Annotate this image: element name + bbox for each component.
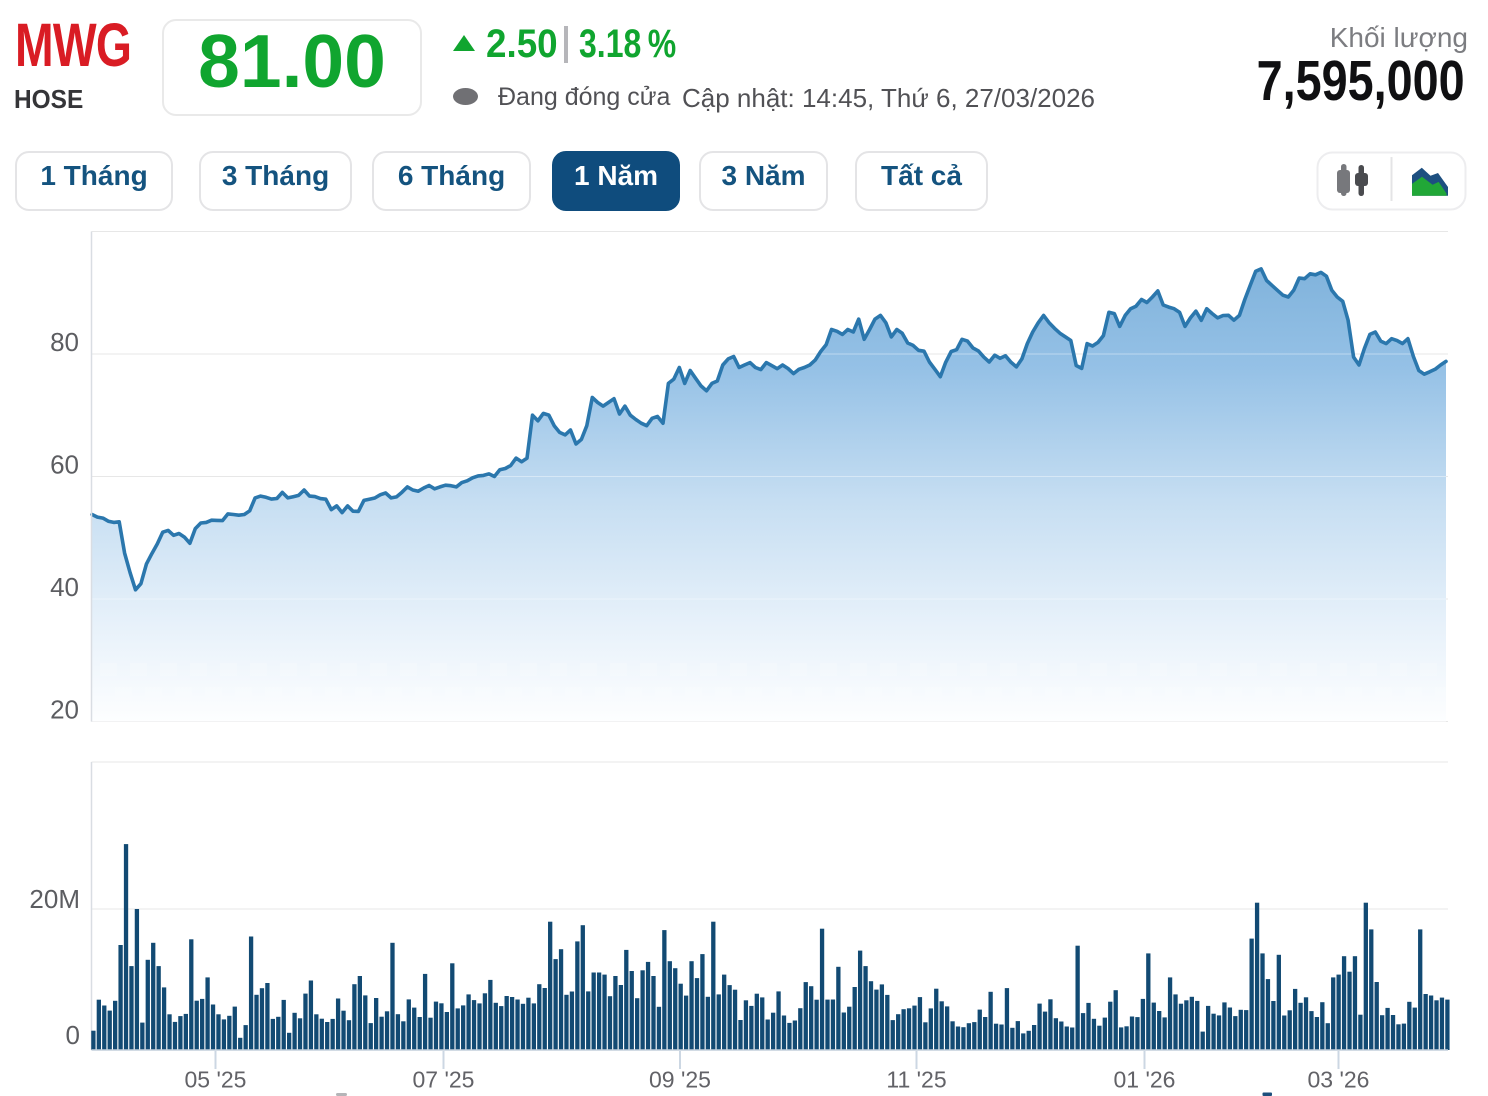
svg-text:01 '26: 01 '26 — [1114, 1067, 1176, 1093]
svg-text:05 '25: 05 '25 — [185, 1067, 247, 1093]
svg-text:09 '25: 09 '25 — [649, 1067, 711, 1093]
svg-text:0: 0 — [66, 1020, 80, 1050]
svg-text:11 '25: 11 '25 — [886, 1067, 946, 1093]
svg-text:03 '26: 03 '26 — [1308, 1067, 1370, 1093]
svg-text:20M: 20M — [29, 884, 80, 914]
svg-text:07 '25: 07 '25 — [413, 1067, 475, 1093]
svg-text:40: 40 — [50, 572, 79, 602]
svg-text:60: 60 — [50, 450, 79, 480]
svg-text:80: 80 — [50, 327, 79, 357]
svg-text:20: 20 — [50, 695, 79, 725]
